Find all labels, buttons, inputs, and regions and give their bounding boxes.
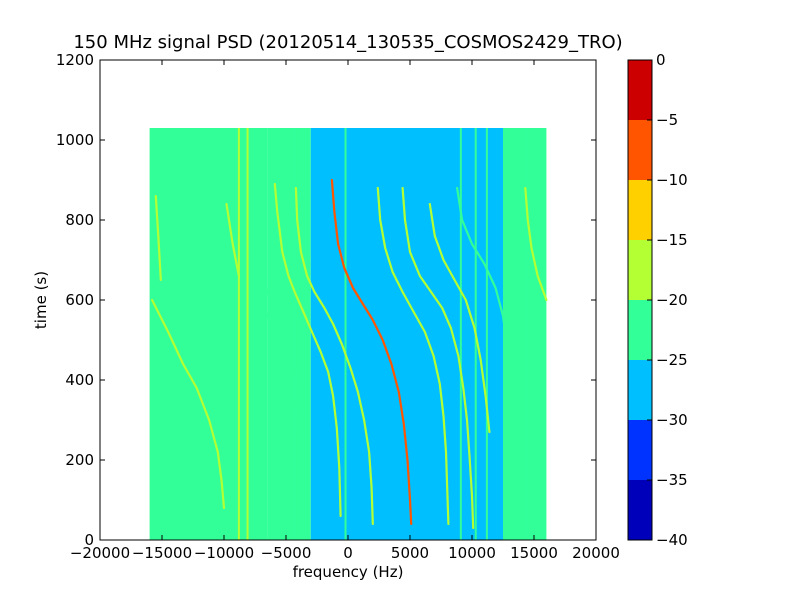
signal-track-0 bbox=[154, 194, 162, 282]
colorbar-tick-label: −40 bbox=[656, 531, 688, 549]
colorbar-tick-label: −10 bbox=[656, 171, 688, 189]
signal-track-7 bbox=[330, 178, 413, 526]
colorbar-tick-label: −15 bbox=[656, 231, 688, 249]
y-tick-label: 200 bbox=[65, 451, 94, 469]
colorbar-tick-label: −20 bbox=[656, 291, 688, 309]
signal-track-3 bbox=[250, 250, 302, 402]
signal-track-5 bbox=[273, 182, 342, 518]
colorbar-segment bbox=[628, 180, 652, 240]
signal-track-6 bbox=[294, 186, 374, 526]
colorbar-segment bbox=[628, 60, 652, 120]
y-tick-label: 400 bbox=[65, 371, 94, 389]
colorbar-tick-label: 0 bbox=[656, 51, 666, 69]
colorbar-segment bbox=[628, 240, 652, 300]
colorbar-tick-label: −35 bbox=[656, 471, 688, 489]
signal-track-4 bbox=[257, 298, 301, 430]
colorbar-segment bbox=[628, 360, 652, 420]
x-axis-label: frequency (Hz) bbox=[293, 563, 404, 581]
colorbar-segment bbox=[628, 120, 652, 180]
signal-track-12 bbox=[524, 186, 548, 302]
colorbar: −40 −35 −30 −25 −20 −15 −10 −5 0 bbox=[627, 51, 688, 549]
y-tick-label: 800 bbox=[65, 211, 94, 229]
x-tick-label: 5000 bbox=[391, 544, 429, 562]
x-axis: −20000 −15000 −10000 −5000 0 5000 10000 15000 20… bbox=[70, 60, 620, 562]
x-tick-label: 20000 bbox=[572, 544, 620, 562]
y-tick-label: 1200 bbox=[56, 51, 94, 69]
signal-track-10 bbox=[428, 202, 491, 434]
x-tick-label: −5000 bbox=[261, 544, 312, 562]
colorbar-tick-label: −25 bbox=[656, 351, 688, 369]
y-tick-label: 0 bbox=[84, 531, 94, 549]
heatmap-region-0 bbox=[149, 128, 268, 540]
x-tick-label: 15000 bbox=[510, 544, 558, 562]
x-tick-label: −10000 bbox=[194, 544, 254, 562]
signal-track-2 bbox=[225, 202, 240, 278]
signal-track-1 bbox=[151, 298, 226, 510]
y-axis: 0 200 400 600 800 1000 1200 bbox=[56, 51, 596, 549]
signal-track-9 bbox=[401, 186, 475, 530]
x-tick-label: 10000 bbox=[448, 544, 496, 562]
colorbar-segment bbox=[628, 300, 652, 360]
y-axis-label: time (s) bbox=[32, 271, 50, 329]
colorbar-segment bbox=[628, 480, 652, 540]
colorbar-tick-label: −5 bbox=[656, 111, 678, 129]
x-tick-label: −20000 bbox=[70, 544, 130, 562]
x-tick-label: 0 bbox=[343, 544, 353, 562]
colorbar-tick-label: −30 bbox=[656, 411, 688, 429]
chart-title: 150 MHz signal PSD (20120514_130535_COSM… bbox=[73, 32, 622, 53]
y-tick-label: 1000 bbox=[56, 131, 94, 149]
colorbar-segment bbox=[628, 420, 652, 480]
signal-track-11 bbox=[456, 186, 518, 422]
plot-area bbox=[149, 128, 548, 540]
y-tick-label: 600 bbox=[65, 291, 94, 309]
signal-track-8 bbox=[376, 186, 450, 526]
x-tick-label: −15000 bbox=[132, 544, 192, 562]
